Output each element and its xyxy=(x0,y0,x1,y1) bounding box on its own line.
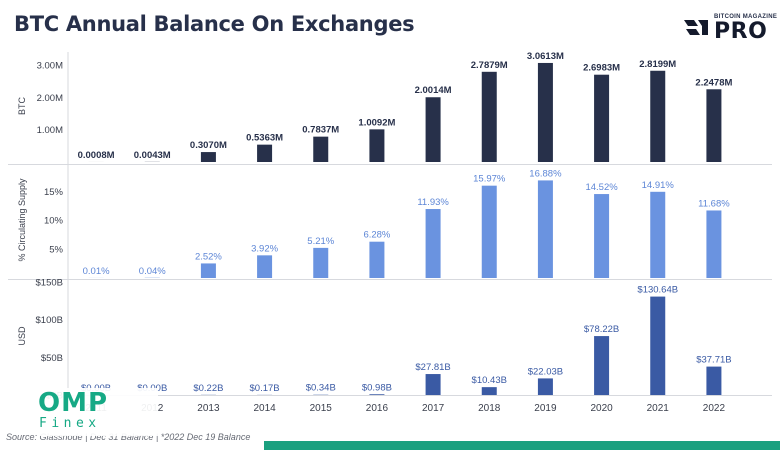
bar xyxy=(369,394,385,395)
bar xyxy=(200,152,216,162)
data-label: $27.81B xyxy=(415,362,450,373)
data-label: 15.97% xyxy=(473,174,506,185)
watermark-omp: OMP xyxy=(38,388,109,418)
bar xyxy=(425,97,441,162)
data-label: 2.7879M xyxy=(471,60,508,71)
bar xyxy=(425,374,441,395)
data-label: 14.52% xyxy=(585,182,618,193)
bar xyxy=(706,210,722,278)
data-label: 5.21% xyxy=(307,236,334,247)
data-label: $0.34B xyxy=(306,383,336,394)
data-label: $78.22B xyxy=(584,324,619,335)
data-label: 2.0014M xyxy=(415,85,452,96)
data-label: 0.5363M xyxy=(246,133,283,144)
y-tick-label: 2.00M xyxy=(37,93,63,104)
bar xyxy=(257,144,273,162)
data-label: $10.43B xyxy=(472,375,507,386)
y-tick-label: 15% xyxy=(44,187,64,198)
bar xyxy=(481,185,497,278)
data-label: 2.52% xyxy=(195,251,222,262)
bar xyxy=(537,62,553,162)
data-label: 6.28% xyxy=(363,230,390,241)
y-tick-label: $150B xyxy=(36,278,63,289)
bar xyxy=(257,255,273,278)
x-tick-label: 2013 xyxy=(197,403,220,414)
y-axis-title: USD xyxy=(17,326,27,346)
source-note: Source: Glassnode | Dec 31 Balance | *20… xyxy=(6,432,251,442)
bar xyxy=(481,387,497,395)
data-label: $0.22B xyxy=(193,383,223,394)
data-label: 3.0613M xyxy=(527,51,564,62)
data-label: 11.93% xyxy=(417,197,449,208)
bar xyxy=(313,136,329,162)
data-label: 0.0008M xyxy=(78,150,115,161)
data-label: 16.88% xyxy=(529,168,562,179)
data-label: $130.64B xyxy=(637,285,678,296)
bar xyxy=(369,241,385,278)
data-label: 0.01% xyxy=(83,266,110,277)
x-tick-label: 2020 xyxy=(590,403,613,414)
watermark-green-bar xyxy=(264,441,780,450)
bar xyxy=(313,247,329,278)
x-tick-label: 2016 xyxy=(366,403,389,414)
bar xyxy=(537,378,553,395)
bar xyxy=(594,336,610,395)
x-tick-label: 2022 xyxy=(703,403,726,414)
bar xyxy=(650,70,666,162)
data-label: 2.8199M xyxy=(639,59,676,70)
y-tick-label: 10% xyxy=(44,216,64,227)
y-tick-label: 1.00M xyxy=(37,125,63,136)
y-axis-title: % Circulating Supply xyxy=(17,178,27,262)
logo-small-text: BITCOIN MAGAZINE xyxy=(714,14,778,20)
bar xyxy=(650,191,666,278)
data-label: 14.91% xyxy=(642,180,675,191)
data-label: 0.0043M xyxy=(134,150,171,161)
data-label: 3.92% xyxy=(251,243,278,254)
y-tick-label: 5% xyxy=(49,245,63,256)
watermark-finex: Finex xyxy=(39,416,101,431)
bar xyxy=(200,263,216,278)
data-label: $0.98B xyxy=(362,382,392,393)
data-label: 0.04% xyxy=(139,266,166,277)
x-tick-label: 2018 xyxy=(478,403,501,414)
data-label: $22.03B xyxy=(528,366,563,377)
bar xyxy=(369,129,385,162)
y-axis-title: BTC xyxy=(17,96,27,115)
y-tick-label: 3.00M xyxy=(37,60,63,71)
bar xyxy=(594,74,610,162)
x-tick-label: 2021 xyxy=(647,403,670,414)
bitcoin-magazine-pro-logo: BITCOIN MAGAZINE PRO xyxy=(684,14,778,44)
bitcoin-magazine-flag-icon xyxy=(684,20,708,35)
bar xyxy=(537,180,553,278)
x-tick-label: 2019 xyxy=(534,403,557,414)
data-label: $0.17B xyxy=(250,383,280,394)
bar xyxy=(706,366,722,395)
data-label: 1.0092M xyxy=(358,117,395,128)
x-tick-label: 2017 xyxy=(422,403,445,414)
y-tick-label: $50B xyxy=(41,353,63,364)
bar xyxy=(706,89,722,162)
logo-pro-text: PRO xyxy=(714,19,768,44)
chart-title: BTC Annual Balance On Exchanges xyxy=(14,12,415,36)
bar xyxy=(650,296,666,395)
data-label: 2.6983M xyxy=(583,63,620,74)
data-label: 0.7837M xyxy=(302,125,339,136)
y-tick-label: $100B xyxy=(36,315,63,326)
omp-finex-watermark: OMP Finex xyxy=(38,388,158,436)
x-tick-label: 2015 xyxy=(310,403,333,414)
data-label: 0.3070M xyxy=(190,140,227,151)
bar xyxy=(481,71,497,162)
data-label: 2.2478M xyxy=(695,77,732,88)
bar xyxy=(425,209,441,278)
data-label: 11.68% xyxy=(698,198,730,209)
x-tick-label: 2014 xyxy=(253,403,276,414)
bar xyxy=(594,194,610,278)
data-label: $37.71B xyxy=(696,355,731,366)
